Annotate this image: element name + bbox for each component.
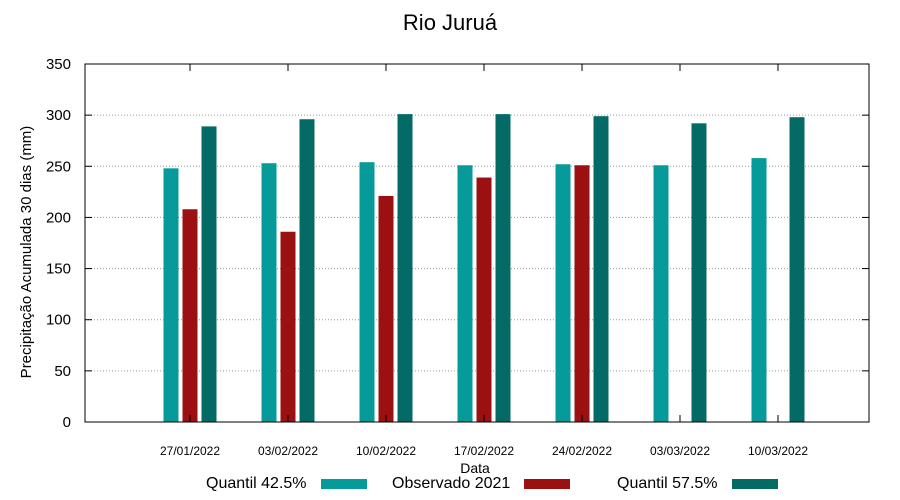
y-axis: 0 50 100 150 200 250 300 350	[46, 56, 869, 431]
x-tick-label: 10/02/2022	[356, 444, 416, 458]
bar-3-4	[495, 114, 511, 423]
bar-1-3	[359, 162, 375, 423]
bar-3-1	[201, 126, 217, 422]
bar-1-5	[555, 164, 571, 423]
legend-label: Observado 2021	[392, 475, 511, 492]
legend-swatch	[320, 479, 367, 489]
plot-frame	[84, 63, 870, 423]
legend-item: Quantil 57.5%	[617, 474, 778, 494]
bar-3-7	[789, 117, 805, 422]
y-tick-label: 150	[46, 261, 71, 278]
legend-label: Quantil 42.5%	[206, 475, 307, 492]
y-tick-label: 200	[46, 209, 71, 226]
x-axis: 27/01/2022 03/02/2022 10/02/2022 17/02/2022…	[160, 64, 808, 458]
legend-item: Observado 2021	[392, 474, 571, 494]
bar-2-1	[182, 209, 198, 422]
y-tick-label: 50	[54, 363, 71, 380]
bar-1-1	[163, 168, 179, 422]
y-tick-label: 250	[46, 158, 71, 175]
x-axis-label: Data	[460, 460, 490, 476]
bar-2-4	[476, 177, 492, 422]
legend-swatch	[731, 479, 778, 489]
y-tick-label: 0	[63, 414, 71, 431]
x-tick-label: 10/03/2022	[748, 444, 808, 458]
x-tick-label: 03/03/2022	[650, 444, 710, 458]
bar-1-4	[457, 165, 473, 422]
bar-1-6	[653, 165, 669, 422]
legend-swatch	[524, 479, 571, 489]
bar-2-2	[280, 231, 296, 422]
x-tick-label: 03/02/2022	[258, 444, 318, 458]
bars	[163, 114, 805, 423]
legend-item: Quantil 42.5%	[206, 474, 367, 494]
bar-1-7	[751, 158, 767, 423]
bar-1-2	[261, 163, 277, 422]
y-tick-label: 100	[46, 312, 71, 329]
bar-3-2	[299, 119, 315, 422]
y-tick-label: 350	[46, 56, 71, 73]
chart-title: Rio Juruá	[402, 10, 498, 35]
bar-3-3	[397, 114, 413, 423]
y-tick-label: 300	[46, 107, 71, 124]
x-tick-label: 27/01/2022	[160, 444, 220, 458]
x-tick-label: 17/02/2022	[454, 444, 514, 458]
legend-label: Quantil 57.5%	[617, 475, 718, 492]
bar-2-3	[378, 195, 394, 422]
x-tick-label: 24/02/2022	[552, 444, 612, 458]
bar-3-5	[593, 116, 609, 422]
bar-3-6	[691, 123, 707, 422]
y-axis-label: Precipitação Acumulada 30 dias (mm)	[18, 126, 35, 379]
bar-2-5	[574, 165, 590, 422]
